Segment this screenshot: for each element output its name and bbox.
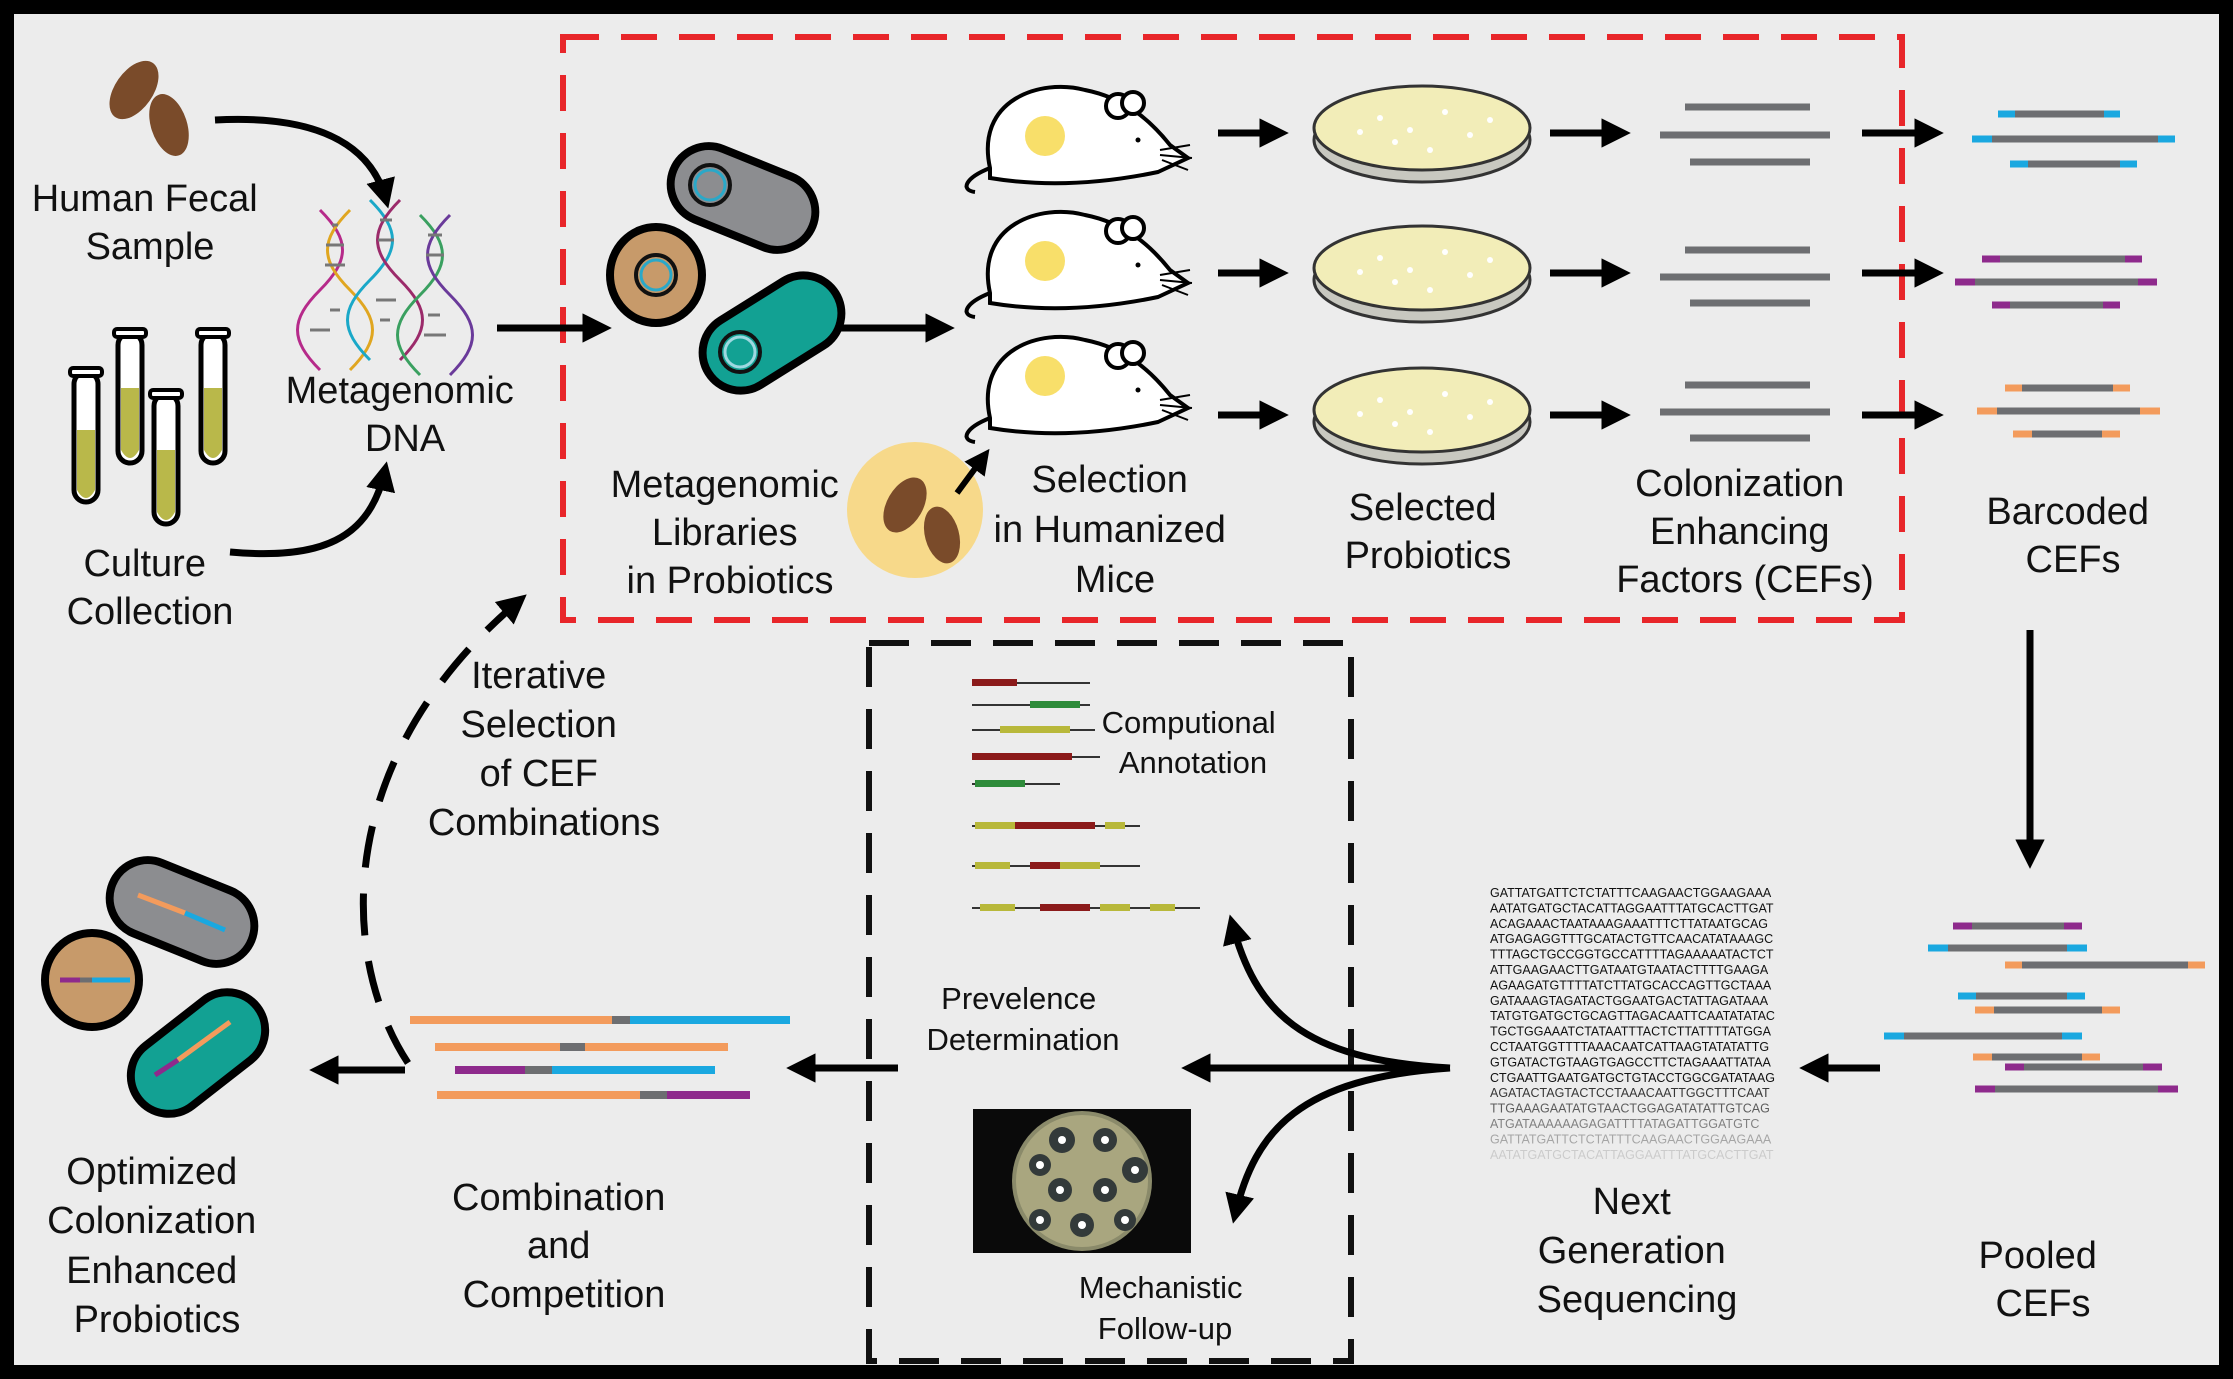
sequence-line: TTGAAAGAATATGTAACTGGAGATATATTGTCAG — [1490, 1102, 1770, 1116]
mouse-icon-1 — [964, 84, 1193, 194]
prevalence-determination-label: Prevelence Determination — [927, 981, 1120, 1057]
bacteria-library-icon — [606, 142, 846, 395]
fecal-sample-icon — [109, 60, 189, 156]
human-feces-gavage-icon — [847, 442, 983, 578]
dna-helix-icon — [296, 198, 474, 377]
culture-collection-label: Culture Collection — [67, 543, 234, 633]
barcoded-cefs-label: Barcoded CEFs — [1986, 491, 2159, 581]
sequence-line: GTGATACTGTAAGTGAGCCTTCTAGAAATTATAA — [1490, 1055, 1771, 1069]
mouse-icon-3 — [964, 334, 1193, 444]
plate-icon-3 — [1312, 366, 1532, 466]
plate-icon-1 — [1312, 84, 1532, 184]
mechanistic-followup-label: Mechanistic Follow-up — [1079, 1270, 1251, 1346]
arrow-fecal-to-dna — [214, 115, 395, 209]
mouse-icon-2 — [964, 209, 1193, 319]
sequence-line: AATATGATGCTACATTAGGAATTTATGCACTTGAT — [1490, 1148, 1774, 1162]
computational-annotation-label: Computional Annotation — [1102, 705, 1285, 780]
sequence-line: AGATACTAGTACTCCTAAACAATTGGCTTTCAAT — [1490, 1086, 1770, 1100]
sequence-line: AATATGATGCTACATTAGGAATTTATGCACTTGAT — [1490, 901, 1774, 915]
plate-icon-2 — [1312, 224, 1532, 324]
sequence-text-block: GATTATGATTCTCTATTTCAAGAACTGGAAGAAAAATATG… — [1490, 886, 1775, 1162]
analysis-region-box — [866, 640, 1354, 1364]
arrow-seq-to-annotation — [1223, 914, 1451, 1072]
optimized-probiotics-label: Optimized Colonization Enhanced Probioti… — [47, 1151, 267, 1341]
sequence-line: GATTATGATTCTCTATTTCAAGAACTGGAAGAAA — [1490, 886, 1772, 900]
combination-lines — [410, 1016, 790, 1099]
arrow-iterative-selection — [359, 594, 527, 1065]
sequence-line: GATTATGATTCTCTATTTCAAGAACTGGAAGAAA — [1490, 1132, 1772, 1146]
pooled-cefs-label: Pooled CEFs — [1979, 1235, 2108, 1325]
combination-competition-label: Combination and Competition — [452, 1177, 676, 1316]
selected-probiotics-label: Selected Probiotics — [1345, 487, 1512, 577]
cefs-label: Colonization Enhancing Factors (CEFs) — [1616, 463, 1874, 601]
sequence-line: TTTAGCTGCCGGTGCCATTTTAGAAAAATACTCT — [1490, 948, 1774, 962]
barcoded-cef-lines — [1955, 110, 2175, 438]
sequence-line: AGAAGATGTTTTATCTTATGCACCAGTTGCTAAA — [1490, 978, 1772, 992]
pooled-cef-lines — [1884, 922, 2205, 1093]
selection-humanized-mice-label: Selection in Humanized Mice — [994, 459, 1237, 601]
assay-plate-photo — [973, 1109, 1191, 1253]
arrow-seq-to-mechanistic — [1225, 1064, 1451, 1224]
arrow-culture-to-dna — [229, 461, 396, 558]
cef-lines-group — [1660, 103, 1830, 442]
metagenomic-dna-label: Metagenomic DNA — [286, 370, 525, 460]
optimized-bacteria-icon — [41, 856, 270, 1118]
sequence-line: ATGATAAAAAAGAGATTTTATAGATTGGATGTC — [1490, 1117, 1759, 1131]
sequence-line: TGCTGGAAATCTATAATTTACTCTTATTTTATGGA — [1490, 1025, 1772, 1039]
sequence-line: ATTGAAGAACTTGATAATGTAATACTTTTGAAGA — [1490, 963, 1769, 977]
arrow-feces-to-mice — [954, 448, 990, 495]
culture-tubes-icon — [68, 327, 231, 527]
metagenomic-libraries-label: Metagenomic Libraries in Probiotics — [611, 464, 850, 602]
human-fecal-sample-label: Human Fecal Sample — [32, 178, 269, 268]
sequence-line: CTGAATTGAATGATGCTGTACCTGGCGATATAAG — [1490, 1071, 1775, 1085]
sequence-line: ACAGAAACTAATAAAGAAATTTCTTATAATGCAG — [1490, 917, 1768, 931]
iterative-selection-label: Iterative Selection of CEF Combinations — [428, 655, 660, 844]
sequence-line: TATGTGATGCTGCAGTTAGACAATTCAATATATAC — [1490, 1009, 1775, 1023]
gene-annotation-icon — [972, 679, 1200, 911]
sequence-line: CCTAATGGTTTTAAACAATCATTAAGTATATATTG — [1490, 1040, 1769, 1054]
next-gen-sequencing-label: Next Generation Sequencing — [1537, 1181, 1738, 1321]
sequence-line: GATAAAGTAGATACTGGAATGACTATTAGATAAA — [1490, 994, 1769, 1008]
sequence-line: ATGAGAGGTTTGCATACTGTTCAACATATAAAGC — [1490, 932, 1773, 946]
